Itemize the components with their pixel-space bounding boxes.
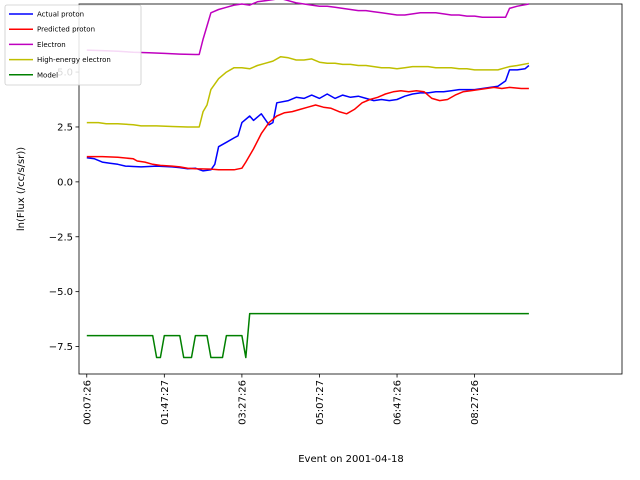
- x-tick-label-2: 03:27:26: [237, 380, 248, 425]
- legend-label-3: High-energy electron: [37, 56, 111, 64]
- x-tick-label-1: 01:47:27: [160, 380, 171, 425]
- legend-label-0: Actual proton: [37, 11, 84, 19]
- y-tick-label-3: 0.0: [57, 177, 73, 188]
- legend: Actual proton Predicted proton Electron Hig…: [4, 4, 142, 86]
- x-tick-label-0: 00:07:26: [82, 380, 93, 425]
- y-axis: −7.5−5.0−2.50.02.55.0: [49, 68, 79, 353]
- legend-frame: [4, 4, 142, 86]
- legend-label-2: Electron: [37, 41, 66, 49]
- series-line-2: [86, 0, 530, 56]
- plot-area: [78, 3, 623, 375]
- x-tick-label-3: 05:07:27: [315, 380, 326, 425]
- y-tick-label-0: −7.5: [49, 342, 73, 353]
- y-tick-label-4: 2.5: [57, 122, 73, 133]
- series-line-1: [86, 86, 529, 171]
- x-tick-label-4: 06:47:26: [393, 380, 404, 425]
- y-tick-label-1: −5.0: [49, 287, 73, 298]
- legend-label-1: Predicted proton: [37, 26, 95, 34]
- x-axis-label: Event on 2001-04-18: [298, 454, 404, 465]
- y-tick-label-2: −2.5: [49, 232, 73, 243]
- series-layer: [86, 0, 530, 359]
- x-axis: 00:07:26 01:47:27 03:27:26 05:07:27 06:47:26…: [82, 374, 481, 425]
- y-axis-label: ln(Flux (/cc/s/sr)): [16, 147, 27, 231]
- series-line-4: [86, 312, 529, 359]
- series-line-3: [86, 55, 530, 128]
- x-tick-label-5: 08:27:26: [470, 380, 481, 425]
- legend-label-4: Model: [37, 71, 58, 79]
- series-line-0: [86, 64, 530, 172]
